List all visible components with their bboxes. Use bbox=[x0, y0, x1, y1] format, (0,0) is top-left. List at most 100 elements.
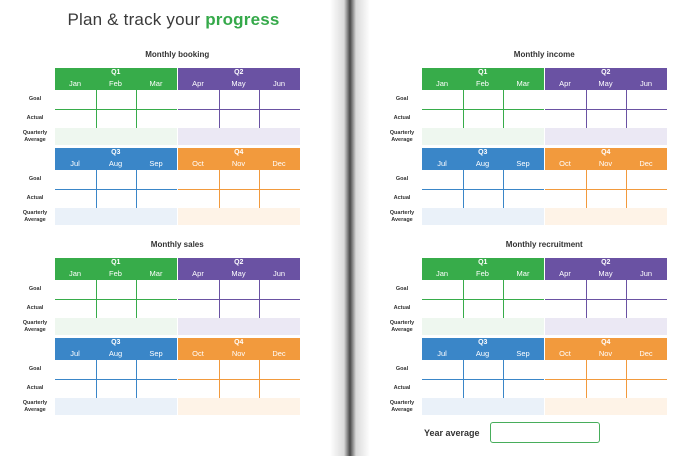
quarterly-average-cell-q3[interactable] bbox=[422, 398, 544, 415]
month-label: Dec bbox=[639, 159, 653, 168]
month-label: Oct bbox=[559, 159, 571, 168]
goal-cell-oct[interactable] bbox=[545, 360, 586, 379]
actual-cell-sep[interactable] bbox=[136, 379, 177, 398]
actual-cell-mar[interactable] bbox=[503, 299, 544, 318]
quarterly-average-cell-q3[interactable] bbox=[422, 208, 544, 225]
goal-row-line bbox=[545, 379, 667, 380]
month-divider bbox=[259, 360, 260, 398]
actual-cell-jan[interactable] bbox=[422, 299, 463, 318]
quarter-name: Q4 bbox=[234, 149, 244, 156]
goal-cell-aug[interactable] bbox=[96, 360, 137, 379]
actual-cell-aug[interactable] bbox=[463, 379, 504, 398]
goal-row-line bbox=[55, 109, 177, 110]
quarterly-average-cell-q2[interactable] bbox=[545, 128, 667, 145]
goal-cell-jan[interactable] bbox=[55, 280, 96, 299]
actual-cell-mar[interactable] bbox=[136, 299, 177, 318]
goal-cell-nov[interactable] bbox=[586, 360, 627, 379]
goal-row-line bbox=[422, 379, 544, 380]
month-label: Feb bbox=[109, 269, 122, 278]
quarterly-average-cell-q1[interactable] bbox=[422, 128, 544, 145]
actual-cell-may[interactable] bbox=[219, 299, 260, 318]
actual-cell-aug[interactable] bbox=[96, 379, 137, 398]
goal-cell-mar[interactable] bbox=[503, 280, 544, 299]
goal-cell-sep[interactable] bbox=[136, 360, 177, 379]
row-label-goal: Goal bbox=[395, 176, 409, 182]
quarter-name: Q3 bbox=[111, 339, 121, 346]
goal-cell-nov[interactable] bbox=[219, 360, 260, 379]
quarterly-average-cell-q3[interactable] bbox=[55, 208, 177, 225]
quarterly-average-cell-q1[interactable] bbox=[55, 128, 177, 145]
goal-cell-feb[interactable] bbox=[96, 280, 137, 299]
actual-cell-nov[interactable] bbox=[219, 379, 260, 398]
quarterly-average-cell-q4[interactable] bbox=[545, 208, 667, 225]
block-title: Monthly sales bbox=[150, 240, 204, 249]
month-label: May bbox=[231, 269, 246, 278]
actual-cell-jun[interactable] bbox=[626, 299, 667, 318]
goal-cell-mar[interactable] bbox=[136, 280, 177, 299]
quarter-header-q2: Q2 Apr May Jun bbox=[545, 258, 667, 280]
goal-cell-jul[interactable] bbox=[55, 360, 96, 379]
quarterly-average-cell-q4[interactable] bbox=[178, 398, 300, 415]
row-label-quarterly-average: Quarterly Average bbox=[22, 320, 48, 333]
goal-cell-apr[interactable] bbox=[178, 280, 219, 299]
quarter-header-q2: Q2 Apr May Jun bbox=[178, 258, 300, 280]
goal-cell-jan[interactable] bbox=[422, 280, 463, 299]
goal-cell-dec[interactable] bbox=[259, 360, 300, 379]
goal-cell-oct[interactable] bbox=[178, 360, 219, 379]
goal-cell-feb[interactable] bbox=[463, 280, 504, 299]
year-average-label: Year average bbox=[424, 428, 480, 438]
block-income: Monthly income Goal Actual Quarterly Averag… bbox=[347, 0, 700, 456]
goal-cell-jun[interactable] bbox=[259, 280, 300, 299]
month-label: Dec bbox=[272, 349, 286, 358]
actual-cell-oct[interactable] bbox=[545, 379, 586, 398]
actual-cell-may[interactable] bbox=[586, 299, 627, 318]
month-label: Aug bbox=[108, 349, 123, 358]
month-label: Jul bbox=[437, 159, 447, 168]
actual-cell-jan[interactable] bbox=[55, 299, 96, 318]
month-label: Feb bbox=[476, 269, 489, 278]
quarter-name: Q3 bbox=[478, 339, 488, 346]
actual-cell-jul[interactable] bbox=[422, 379, 463, 398]
row-label-quarterly-average: Quarterly Average bbox=[389, 130, 415, 143]
year-average-field[interactable] bbox=[490, 422, 600, 443]
actual-cell-oct[interactable] bbox=[178, 379, 219, 398]
quarterly-average-cell-q2[interactable] bbox=[178, 318, 300, 335]
quarterly-average-cell-q3[interactable] bbox=[55, 398, 177, 415]
month-divider bbox=[218, 170, 220, 208]
quarterly-average-cell-q2[interactable] bbox=[545, 318, 667, 335]
actual-cell-feb[interactable] bbox=[96, 299, 137, 318]
page-title: Plan & track your progress bbox=[0, 10, 347, 30]
actual-cell-apr[interactable] bbox=[545, 299, 586, 318]
goal-cell-may[interactable] bbox=[219, 280, 260, 299]
month-divider bbox=[95, 360, 97, 398]
goal-cell-jul[interactable] bbox=[422, 360, 463, 379]
actual-cell-dec[interactable] bbox=[626, 379, 667, 398]
quarter-name: Q2 bbox=[234, 69, 244, 76]
month-divider bbox=[218, 280, 220, 318]
quarterly-average-cell-q1[interactable] bbox=[55, 318, 177, 335]
goal-cell-sep[interactable] bbox=[503, 360, 544, 379]
actual-cell-jul[interactable] bbox=[55, 379, 96, 398]
goal-cell-may[interactable] bbox=[586, 280, 627, 299]
actual-cell-nov[interactable] bbox=[586, 379, 627, 398]
actual-cell-dec[interactable] bbox=[259, 379, 300, 398]
goal-cell-jun[interactable] bbox=[626, 280, 667, 299]
quarter-header-q1: Q1 Jan Feb Mar bbox=[55, 258, 177, 280]
month-divider bbox=[259, 280, 260, 318]
goal-row-line bbox=[55, 189, 177, 190]
goal-cell-dec[interactable] bbox=[626, 360, 667, 379]
quarterly-average-cell-q1[interactable] bbox=[422, 318, 544, 335]
actual-cell-jun[interactable] bbox=[259, 299, 300, 318]
row-label-goal: Goal bbox=[28, 96, 42, 102]
actual-cell-sep[interactable] bbox=[503, 379, 544, 398]
actual-cell-apr[interactable] bbox=[178, 299, 219, 318]
block-booking: Monthly booking Goal Actual Quarterly Avera… bbox=[0, 0, 347, 456]
month-label: Jun bbox=[272, 79, 286, 88]
quarterly-average-cell-q4[interactable] bbox=[178, 208, 300, 225]
quarterly-average-cell-q2[interactable] bbox=[178, 128, 300, 145]
quarterly-average-cell-q4[interactable] bbox=[545, 398, 667, 415]
goal-cell-aug[interactable] bbox=[463, 360, 504, 379]
month-divider bbox=[585, 360, 587, 398]
actual-cell-feb[interactable] bbox=[463, 299, 504, 318]
goal-cell-apr[interactable] bbox=[545, 280, 586, 299]
